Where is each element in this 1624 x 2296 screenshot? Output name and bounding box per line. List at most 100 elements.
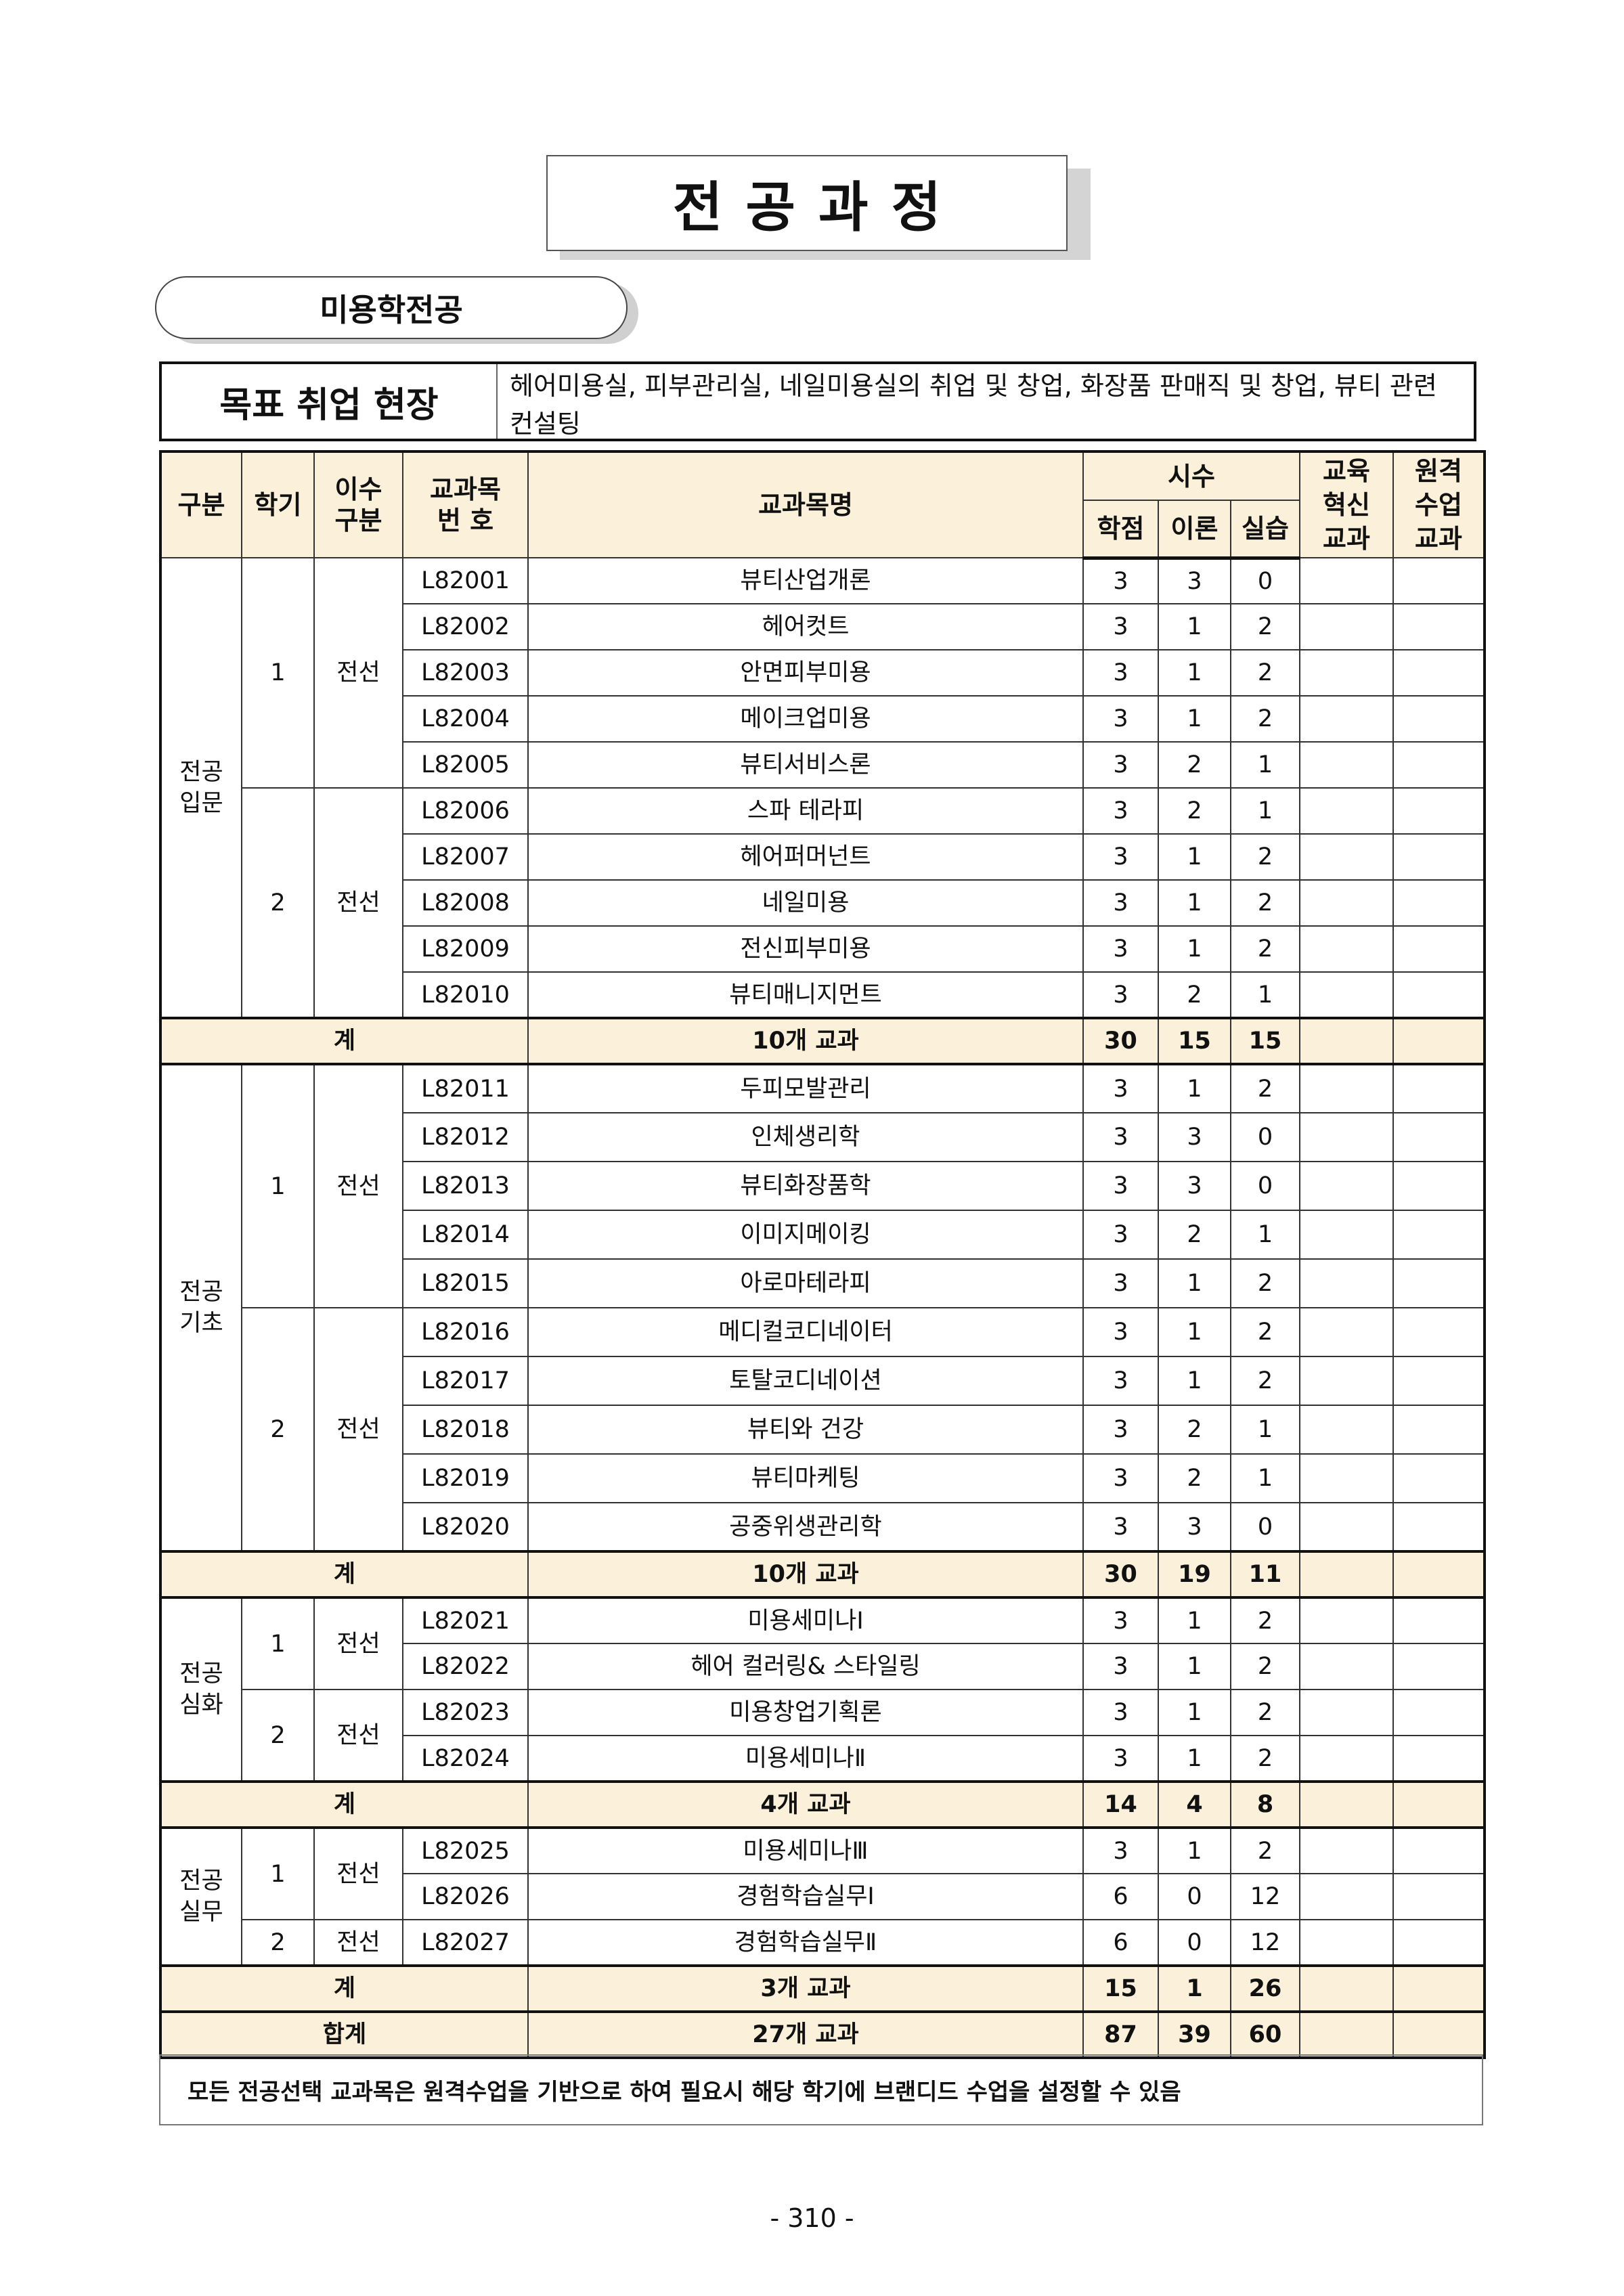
subtotal-theory: 1: [1158, 1964, 1231, 2013]
course-remote: [1392, 741, 1486, 789]
subtotal-row: 계 4개 교과 14 4 8: [160, 1780, 1486, 1829]
subtotal-row: 계 3개 교과 15 1 26: [160, 1964, 1486, 2013]
course-code: L82007: [402, 833, 529, 881]
course-credit: 3: [1082, 1643, 1159, 1690]
course-remote: [1392, 1597, 1486, 1644]
subtotal-remote: [1392, 1964, 1486, 2013]
course-name: 경험학습실무Ⅰ: [527, 1873, 1084, 1920]
subtotal-theory: 15: [1158, 1017, 1231, 1065]
subtotal-label: 계: [160, 1017, 529, 1065]
course-remote: [1392, 833, 1486, 881]
course-code: L82014: [402, 1210, 529, 1260]
course-name: 뷰티서비스론: [527, 741, 1084, 789]
subtotal-label: 계: [160, 1964, 529, 2013]
course-type-cell: 전선: [313, 1597, 403, 1690]
course-innovation: [1299, 649, 1395, 697]
semester-cell: 2: [241, 1919, 315, 1966]
course-credit: 3: [1082, 695, 1159, 743]
table-row: L82003 안면피부미용 3 1 2: [160, 649, 1486, 697]
course-innovation: [1299, 1258, 1395, 1308]
table-row: L82012 인체생리학 3 3 0: [160, 1112, 1486, 1162]
table-row: L82004 메이크업미용 3 1 2: [160, 695, 1486, 743]
course-name: 뷰티와 건강: [527, 1405, 1084, 1455]
course-name: 스파 테라피: [527, 787, 1084, 835]
course-code: L82018: [402, 1405, 529, 1455]
course-innovation: [1299, 1405, 1395, 1455]
subtotal-row: 계 10개 교과 30 19 11: [160, 1550, 1486, 1599]
subtotal-count: 10개 교과: [527, 1550, 1084, 1599]
course-innovation: [1299, 1063, 1395, 1113]
header-type: 이수 구분: [313, 451, 403, 558]
header-remote: 원격 수업 교과: [1392, 451, 1486, 558]
course-remote: [1392, 1210, 1486, 1260]
subtotal-innovation: [1299, 1550, 1395, 1599]
course-practice: 2: [1229, 1597, 1301, 1644]
semester-cell: 1: [241, 557, 315, 789]
table-row: L82007 헤어퍼머넌트 3 1 2: [160, 833, 1486, 881]
course-credit: 3: [1082, 879, 1159, 927]
course-remote: [1392, 1643, 1486, 1690]
course-practice: 12: [1229, 1873, 1301, 1920]
course-theory: 1: [1158, 603, 1231, 650]
course-credit: 3: [1082, 557, 1159, 604]
table-row: 전공 심화 1 전선 L82021 미용세미나Ⅰ 3 1 2: [160, 1597, 1486, 1782]
semester-cell: 1: [241, 1827, 315, 1920]
course-practice: 12: [1229, 1919, 1301, 1966]
course-name: 전신피부미용: [527, 925, 1084, 973]
course-theory: 2: [1158, 971, 1231, 1019]
course-name: 미용세미나Ⅱ: [527, 1735, 1084, 1782]
course-practice: 1: [1229, 971, 1301, 1019]
header-hours: 시수: [1082, 451, 1301, 501]
header-name: 교과목명: [527, 451, 1084, 558]
course-theory: 1: [1158, 649, 1231, 697]
course-code: L82003: [402, 649, 529, 697]
table-row: L82024 미용세미나Ⅱ 3 1 2: [160, 1735, 1486, 1782]
header-innovation: 교육 혁신 교과: [1299, 451, 1395, 558]
curriculum-table: 구분 학기 이수 구분 교과목 번 호 교과목명 시수 교육 혁신 교과 원격 …: [159, 450, 1487, 2059]
course-innovation: [1299, 1919, 1395, 1966]
course-code: L82012: [402, 1112, 529, 1162]
course-name: 뷰티화장품학: [527, 1161, 1084, 1211]
course-practice: 2: [1229, 925, 1301, 973]
subtotal-practice: 60: [1229, 2010, 1301, 2059]
course-name: 미용창업기획론: [527, 1689, 1084, 1736]
course-type-cell: 전선: [313, 1063, 403, 1308]
course-name: 헤어 컬러링& 스타일링: [527, 1643, 1084, 1690]
header-practice: 실습: [1229, 500, 1301, 560]
section-name: 전공 입문: [160, 557, 242, 1019]
course-remote: [1392, 1453, 1486, 1503]
course-remote: [1392, 1873, 1486, 1920]
course-name: 토탈코디네이션: [527, 1356, 1084, 1406]
course-remote: [1392, 1307, 1486, 1357]
course-theory: 3: [1158, 1502, 1231, 1552]
table-row: L82017 토탈코디네이션 3 1 2: [160, 1356, 1486, 1406]
table-row: 2 전선 L82023 미용창업기획론 3 1 2: [160, 1689, 1486, 1782]
course-innovation: [1299, 695, 1395, 743]
course-practice: 2: [1229, 833, 1301, 881]
course-innovation: [1299, 1453, 1395, 1503]
course-credit: 3: [1082, 971, 1159, 1019]
course-remote: [1392, 1356, 1486, 1406]
course-practice: 2: [1229, 1689, 1301, 1736]
course-practice: 2: [1229, 1307, 1301, 1357]
course-name: 두피모발관리: [527, 1063, 1084, 1113]
course-credit: 6: [1082, 1919, 1159, 1966]
course-name: 메디컬코디네이터: [527, 1307, 1084, 1357]
course-theory: 1: [1158, 1307, 1231, 1357]
course-name: 뷰티산업개론: [527, 557, 1084, 604]
course-remote: [1392, 1827, 1486, 1874]
course-credit: 3: [1082, 833, 1159, 881]
course-credit: 3: [1082, 1689, 1159, 1736]
subtotal-count: 4개 교과: [527, 1780, 1084, 1829]
course-remote: [1392, 925, 1486, 973]
course-practice: 1: [1229, 1210, 1301, 1260]
course-innovation: [1299, 1502, 1395, 1552]
subtotal-credit: 30: [1082, 1017, 1159, 1065]
course-code: L82021: [402, 1597, 529, 1644]
table-row: 전공 기초 1 전선 L82011 두피모발관리 3 1 2: [160, 1063, 1486, 1552]
course-credit: 3: [1082, 1827, 1159, 1874]
course-name: 이미지메이킹: [527, 1210, 1084, 1260]
course-code: L82010: [402, 971, 529, 1019]
course-practice: 0: [1229, 557, 1301, 604]
course-credit: 3: [1082, 1597, 1159, 1644]
